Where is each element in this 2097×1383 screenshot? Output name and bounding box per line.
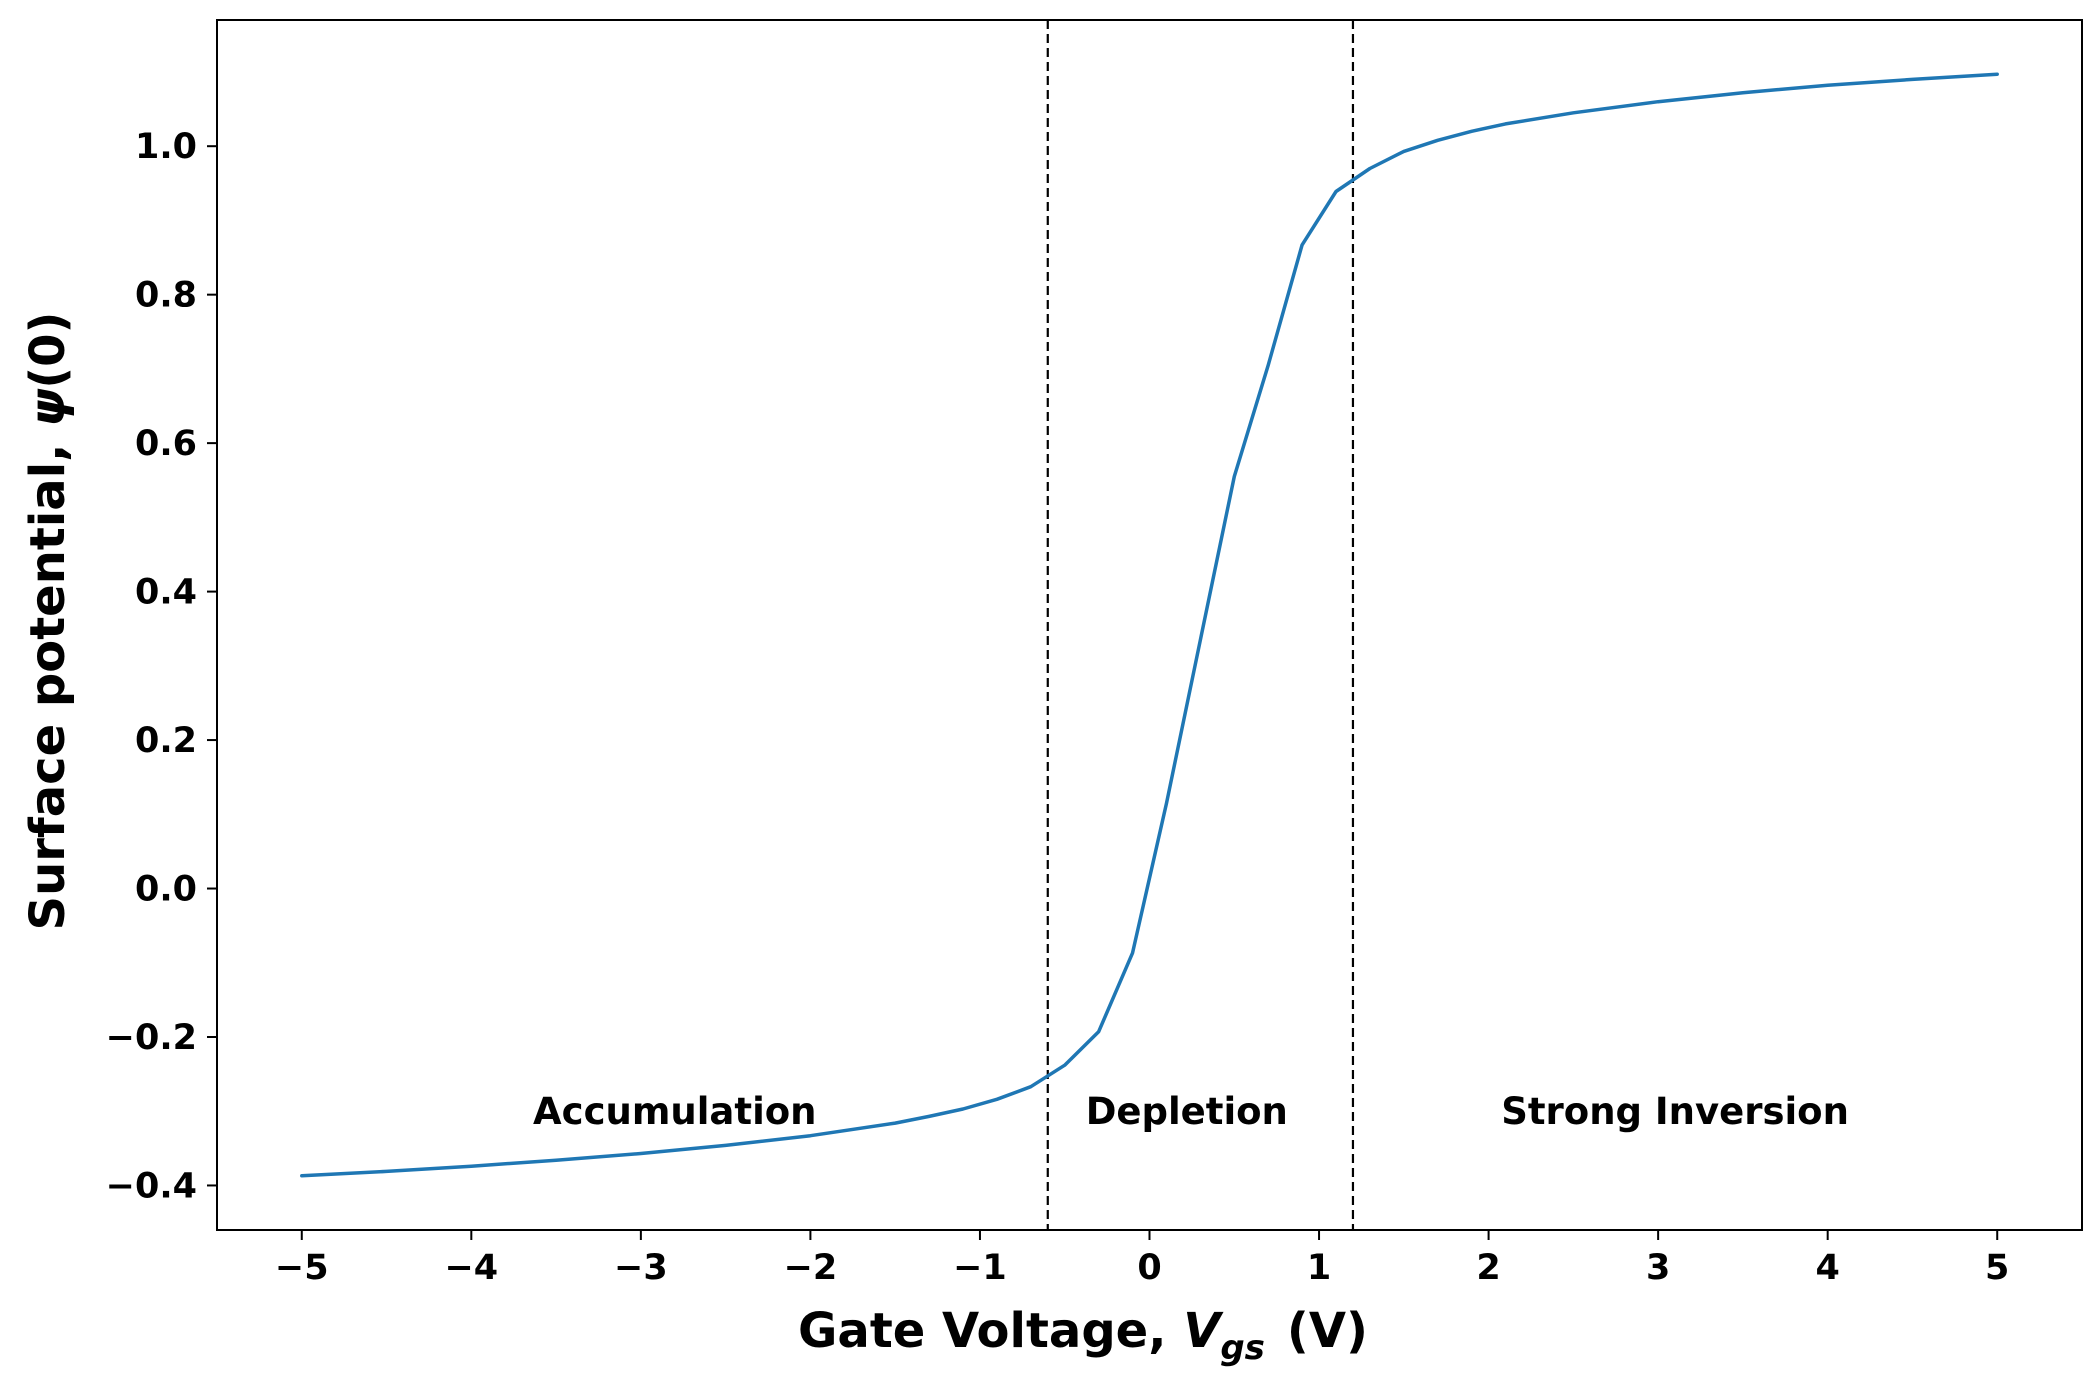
- x-axis-title-subscript: gs: [1220, 1328, 1265, 1368]
- x-axis-title: Gate Voltage, Vgs (V): [798, 1303, 1368, 1368]
- x-tick-label: 4: [1816, 1248, 1840, 1288]
- y-tick-label: −0.4: [106, 1166, 197, 1206]
- y-axis-title: Surface potential, ψ(0): [20, 312, 76, 931]
- region-annotations: Accumulation Depletion Strong Inversion: [533, 1090, 1849, 1133]
- y-tick-label: 0.8: [135, 276, 197, 316]
- x-tick-label: 0: [1137, 1248, 1161, 1288]
- y-tick-label: 0.6: [135, 424, 197, 464]
- region-label: Accumulation: [533, 1090, 817, 1133]
- y-tick-label: 0.4: [135, 573, 197, 613]
- y-axis-title-symbol: ψ: [20, 388, 76, 427]
- series-layer: [300, 72, 1999, 1178]
- y-tick-label: 0.0: [135, 870, 197, 910]
- x-tick-label: −3: [614, 1248, 668, 1288]
- y-tick-label: 0.2: [135, 721, 197, 761]
- y-axis-ticks: −0.4 −0.2 0.0 0.2 0.4 0.6 0.8 1.0: [106, 127, 217, 1206]
- x-tick-label: −1: [953, 1248, 1007, 1288]
- x-axis-title-prefix: Gate Voltage,: [798, 1303, 1183, 1359]
- x-tick-label: 5: [1985, 1248, 2009, 1288]
- region-label: Strong Inversion: [1501, 1090, 1849, 1133]
- x-tick-label: −5: [275, 1248, 329, 1288]
- region-boundaries: [1046, 20, 1355, 1230]
- y-tick-label: −0.2: [106, 1018, 197, 1058]
- series-line: [300, 72, 1999, 1178]
- x-axis-title-symbol: V: [1183, 1303, 1224, 1359]
- x-tick-label: −2: [784, 1248, 838, 1288]
- x-tick-label: 2: [1476, 1248, 1500, 1288]
- x-axis-title-units: (V): [1287, 1303, 1368, 1359]
- x-tick-label: −4: [444, 1248, 498, 1288]
- x-tick-label: 1: [1307, 1248, 1331, 1288]
- y-tick-label: 1.0: [135, 127, 197, 167]
- x-axis-ticks: −5 −4 −3 −2 −1 0 1 2 3 4 5: [275, 1230, 2009, 1288]
- region-label: Depletion: [1086, 1090, 1288, 1133]
- x-tick-label: 3: [1646, 1248, 1670, 1288]
- y-axis-title-prefix: Surface potential,: [20, 427, 76, 931]
- y-axis-title-suffix: (0): [20, 312, 76, 389]
